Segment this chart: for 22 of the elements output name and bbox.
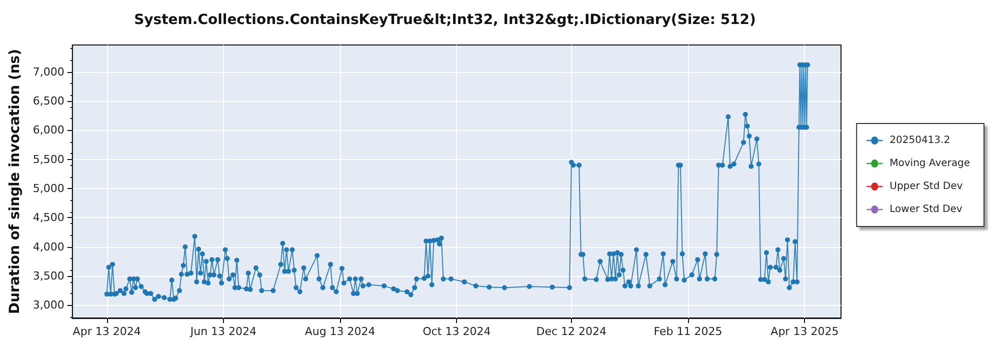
legend-label: Upper Std Dev	[890, 181, 963, 192]
y-axis-title: Duration of single invocation (ns)	[7, 48, 23, 314]
y-tick-label: 4,000	[32, 240, 64, 254]
x-tick-label: Apr 13 2024	[72, 325, 141, 338]
x-tick-label: Jun 13 2024	[189, 325, 257, 338]
legend-label: 20250413.2	[890, 135, 950, 146]
legend-label: Moving Average	[890, 158, 970, 169]
y-tick-label: 5,500	[32, 152, 64, 166]
x-tick-label: Oct 13 2024	[422, 325, 491, 338]
y-tick-label: 5,000	[32, 182, 64, 195]
y-tick-label: 6,500	[32, 94, 64, 108]
x-tick-label: Feb 11 2025	[654, 325, 722, 338]
y-tick-label: 6,000	[32, 124, 64, 137]
x-tick-label: Dec 12 2024	[536, 325, 607, 338]
x-tick-label: Apr 13 2025	[770, 325, 839, 338]
chart-title: System.Collections.ContainsKeyTrue&lt;Int32, Int32&gt;.IDictionary(Size: 512)	[134, 12, 756, 28]
legend-label: Lower Std Dev	[890, 204, 962, 215]
x-tick-label: Aug 13 2024	[304, 325, 376, 338]
y-tick-label: 3,000	[32, 298, 64, 312]
y-tick-label: 7,000	[32, 65, 64, 78]
y-tick-label: 4,500	[32, 211, 64, 224]
y-tick-label: 3,500	[32, 270, 64, 282]
